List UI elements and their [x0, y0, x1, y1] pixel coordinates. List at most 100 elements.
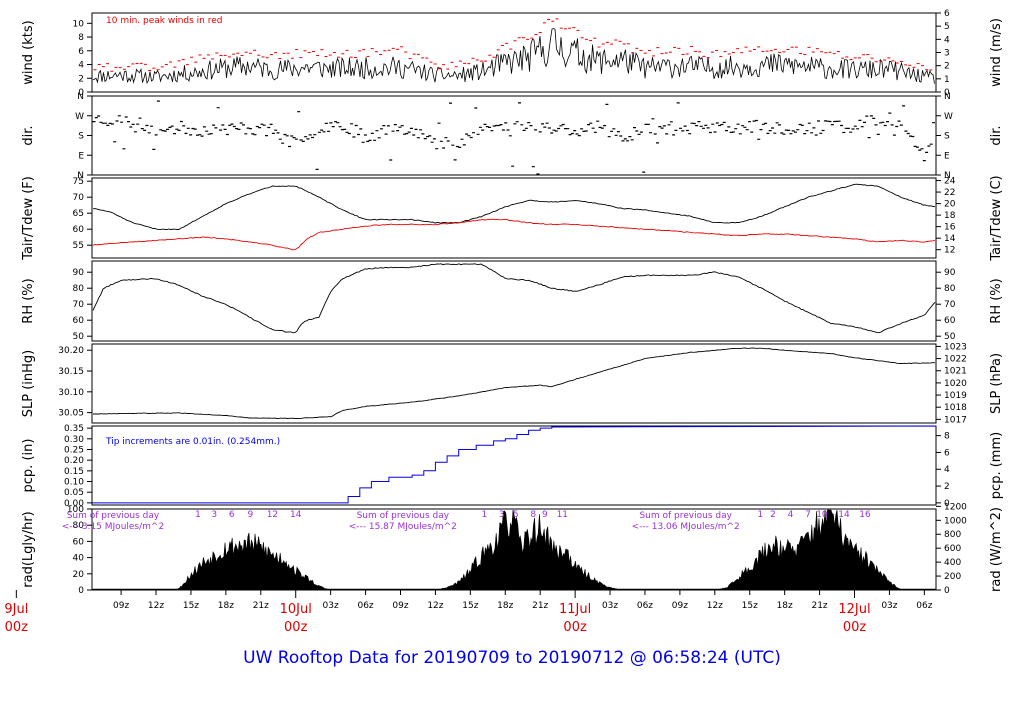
radiation-hour-mark: 6: [229, 510, 235, 520]
x-tick-label: 15z: [742, 601, 758, 611]
y-tick-label-temp: 60: [73, 225, 85, 235]
right-y-tick-label-rh: 70: [944, 300, 956, 310]
radiation-hour-mark: 3: [499, 510, 505, 520]
y-tick-label-dir: W: [75, 112, 84, 122]
day-label-date: 9Jul: [4, 602, 28, 617]
x-tick-label: 12z: [148, 601, 164, 611]
y-tick-label-slp: 30.15: [58, 367, 84, 377]
series-rh-0: [92, 263, 936, 334]
x-tick-label: 03z: [602, 601, 618, 611]
right-y-axis-title-slp: SLP (hPa): [989, 353, 1004, 414]
y-tick-label-pcp: 0.05: [64, 488, 84, 498]
radiation-note-line: <--- 13.06 MJoules/m^2: [632, 522, 740, 532]
x-tick-label: 18z: [497, 601, 513, 611]
y-tick-label-slp: 30.05: [58, 409, 84, 419]
right-y-axis-title-dir: dir.: [989, 125, 1004, 145]
y-tick-label-dir: E: [78, 151, 84, 161]
right-y-tick-label-rh: 90: [944, 268, 956, 278]
right-y-tick-label-wind: 6: [944, 9, 950, 19]
right-y-tick-label-rh: 60: [944, 316, 956, 326]
y-axis-title-rad: rad(Lgly/hr): [21, 511, 36, 587]
panel-frame-pcp: [91, 425, 937, 506]
x-tick-label: 12z: [427, 601, 443, 611]
radiation-hour-mark: 8: [530, 510, 536, 520]
right-y-tick-label-temp: 14: [944, 234, 956, 244]
right-y-tick-label-wind: 5: [944, 22, 950, 32]
right-y-tick-label-wind: 2: [944, 62, 950, 72]
radiation-hour-mark: 4: [788, 510, 794, 520]
x-tick-label: 18z: [777, 601, 793, 611]
series-wind-direction: [92, 100, 935, 175]
y-axis-title-temp: Tair/Tdew (F): [21, 176, 36, 261]
radiation-hour-mark: 11: [557, 510, 568, 520]
right-y-tick-label-slp: 1023: [944, 342, 967, 352]
right-y-tick-label-rad: 400: [944, 558, 961, 568]
y-axis-title-slp: SLP (inHg): [21, 350, 36, 418]
radiation-hour-mark: 1: [757, 510, 763, 520]
right-y-tick-label-temp: 18: [944, 211, 956, 221]
series-temp-0: [92, 183, 936, 231]
right-y-tick-label-wind: 0: [944, 88, 950, 98]
radiation-note-line: Sum of previous day: [639, 511, 732, 521]
right-y-tick-label-temp: 24: [944, 177, 956, 187]
y-tick-label-slp: 30.20: [58, 346, 84, 356]
y-tick-label-pcp: 0.20: [64, 456, 84, 466]
radiation-note-line: Sum of previous day: [67, 511, 160, 521]
x-tick-label: 15z: [462, 601, 478, 611]
y-tick-label-pcp: 0.35: [64, 424, 84, 434]
y-tick-label-pcp: 0.25: [64, 445, 84, 455]
x-tick-label: 18z: [218, 601, 234, 611]
right-y-axis-title-temp: Tair/Tdew (C): [989, 175, 1004, 261]
right-y-tick-label-rad: 200: [944, 572, 961, 582]
right-y-tick-label-pcp: 0: [944, 499, 950, 509]
x-tick-label: 06z: [916, 601, 932, 611]
radiation-hour-mark: 10: [816, 510, 828, 520]
radiation-note-line: <--- 15.87 MJoules/m^2: [349, 522, 457, 532]
y-tick-label-temp: 65: [73, 209, 84, 219]
y-tick-label-rad: 60: [73, 537, 85, 547]
x-tick-label: 12z: [707, 601, 723, 611]
right-y-tick-label-rad: 0: [944, 586, 950, 596]
wind-annotation: 10 min. peak winds in red: [106, 16, 223, 26]
series-solar-radiation: [91, 509, 937, 591]
y-tick-label-wind: 6: [78, 47, 84, 57]
right-y-axis-title-rh: RH (%): [989, 278, 1004, 323]
right-y-tick-label-rh: 80: [944, 284, 956, 294]
right-y-tick-label-slp: 1020: [944, 379, 967, 389]
day-label-date: 12Jul: [838, 602, 870, 617]
precip-annotation: Tip increments are 0.01in. (0.254mm.): [105, 437, 280, 447]
x-tick-label: 15z: [183, 601, 199, 611]
panel-frame-temp: [91, 177, 937, 259]
y-tick-label-rad: 80: [73, 521, 85, 531]
right-y-axis-title-rad: rad (W/m^2): [989, 507, 1004, 592]
y-tick-label-temp: 70: [73, 193, 85, 203]
right-y-tick-label-slp: 1018: [944, 403, 967, 413]
y-axis-title-dir: dir.: [21, 125, 36, 145]
radiation-note-line: <--- 3.15 MJoules/m^2: [62, 522, 164, 532]
y-tick-label-rh: 60: [73, 316, 85, 326]
day-label-date: 11Jul: [559, 602, 591, 617]
right-y-tick-label-pcp: 8: [944, 432, 950, 442]
panel-frame-rh: [91, 260, 937, 342]
x-tick-label: 21z: [253, 601, 269, 611]
x-tick-label: 03z: [881, 601, 897, 611]
right-y-tick-label-dir: E: [944, 151, 950, 161]
x-tick-label: 09z: [672, 601, 688, 611]
series-slp-0: [93, 347, 936, 419]
y-tick-label-pcp: 0.15: [64, 467, 84, 477]
radiation-hour-mark: 7: [805, 510, 811, 520]
y-tick-label-rad: 100: [67, 505, 84, 515]
y-tick-label-wind: 8: [78, 33, 84, 43]
right-y-tick-label-wind: 4: [944, 35, 950, 45]
x-tick-label: 21z: [532, 601, 548, 611]
right-y-tick-label-temp: 20: [944, 200, 956, 210]
right-y-tick-label-temp: 16: [944, 223, 956, 233]
radiation-hour-mark: 1: [481, 510, 487, 520]
right-y-tick-label-pcp: 2: [944, 482, 950, 492]
right-y-axis-title-wind: wind (m/s): [989, 18, 1004, 87]
x-tick-label: 09z: [392, 601, 408, 611]
y-tick-label-rh: 80: [73, 284, 85, 294]
day-label-hour: 00z: [563, 620, 587, 635]
y-tick-label-rh: 70: [73, 300, 85, 310]
